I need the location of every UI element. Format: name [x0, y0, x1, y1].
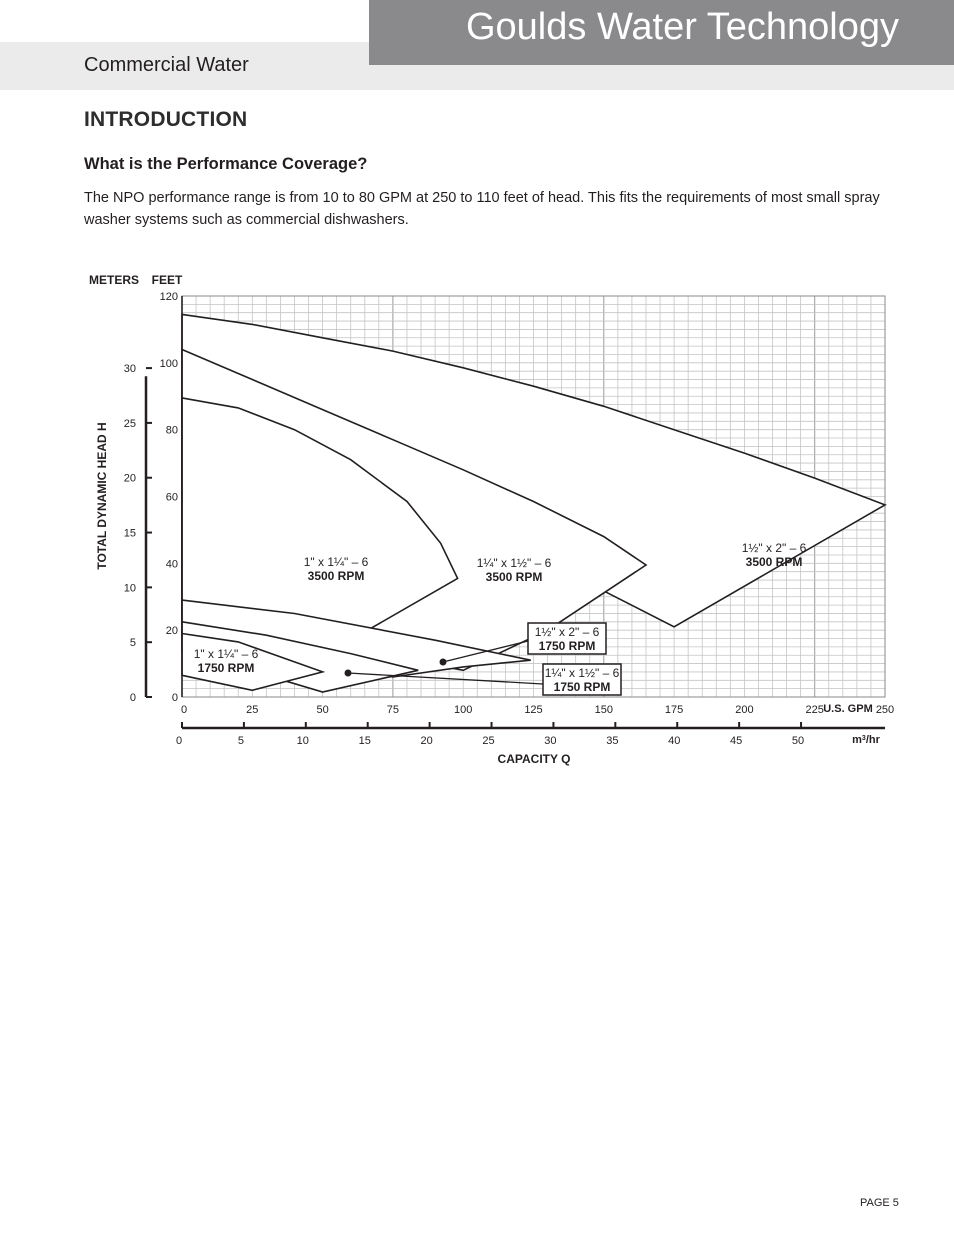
- m3hr-tick-label: 40: [668, 735, 680, 747]
- gpm-tick-label: 75: [387, 704, 399, 716]
- page-number: PAGE 5: [860, 1197, 899, 1209]
- meters-tick-label: 25: [124, 418, 136, 430]
- feet-tick-label: 60: [166, 492, 178, 504]
- brand-banner: Goulds Water Technology: [369, 0, 954, 65]
- feet-tick-label: 120: [160, 291, 178, 303]
- callout-dot: [439, 658, 447, 666]
- gpm-tick-label: 0: [181, 704, 187, 716]
- section-label: Commercial Water: [84, 54, 249, 76]
- brand-title: Goulds Water Technology: [465, 6, 899, 48]
- gpm-tick-label: 50: [316, 704, 328, 716]
- feet-tick-label: 100: [160, 358, 178, 370]
- m3hr-tick-label: 20: [420, 735, 432, 747]
- gpm-tick-label: 200: [735, 704, 753, 716]
- gpm-unit-label: U.S. GPM: [823, 703, 873, 715]
- meters-tick-label: 5: [130, 637, 136, 649]
- m3hr-tick-label: 35: [606, 735, 618, 747]
- gpm-tick-label: 125: [524, 704, 542, 716]
- callout-leader: [347, 672, 544, 685]
- series-label-box: [542, 663, 622, 696]
- feet-tick-label: 80: [166, 425, 178, 437]
- m3hr-tick-label: 25: [482, 735, 494, 747]
- series-label-size: 1¼" x 1½" – 6: [477, 556, 552, 570]
- series-label-size: 1½" x 2" – 6: [535, 625, 600, 639]
- meters-tick-label: 0: [130, 692, 136, 704]
- series-label-rpm: 1750 RPM: [554, 680, 611, 694]
- m3hr-tick-label: 15: [359, 735, 371, 747]
- gpm-tick-label: 150: [595, 704, 613, 716]
- series-label-size: 1" x 1¼" – 6: [304, 555, 369, 569]
- series-label-rpm: 1750 RPM: [539, 639, 596, 653]
- m3hr-tick-label: 50: [792, 735, 804, 747]
- series-label-rpm: 3500 RPM: [308, 569, 365, 583]
- gpm-tick-label: 100: [454, 704, 472, 716]
- series-label-rpm: 3500 RPM: [486, 570, 543, 584]
- m3hr-tick-label: 45: [730, 735, 742, 747]
- m3hr-tick-label: 0: [176, 735, 182, 747]
- series-label-size: 1½" x 2" – 6: [742, 541, 807, 555]
- page-heading: INTRODUCTION: [84, 108, 248, 131]
- series-label-box: [527, 622, 607, 655]
- performance-chart: 0 20 40 60 80 100 120 0 5 10 15 20 25 30 METERS FEET TOT…: [0, 255, 954, 785]
- m3hr-tick-label: 5: [238, 735, 244, 747]
- meters-tick-label: 15: [124, 528, 136, 540]
- intro-paragraph: The NPO performance range is from 10 to …: [84, 190, 880, 228]
- feet-tick-label: 0: [172, 692, 178, 704]
- gpm-tick-label: 25: [246, 704, 258, 716]
- callout-leader: [442, 640, 529, 663]
- gpm-tick-label: 225: [806, 704, 824, 716]
- meters-tick-label: 20: [124, 473, 136, 485]
- gpm-tick-label: 175: [665, 704, 683, 716]
- m3hr-tick-label: 10: [297, 735, 309, 747]
- m3hr-unit-label: m3/hr: [852, 734, 880, 746]
- callout-dot: [344, 669, 352, 677]
- y-axis-title: TOTAL DYNAMIC HEAD H: [95, 422, 109, 569]
- x-axis-title: CAPACITY Q: [498, 752, 571, 766]
- meters-unit-label: METERS: [89, 273, 139, 287]
- series-label-rpm: 3500 RPM: [746, 555, 803, 569]
- series-label-size: 1¼" x 1½" – 6: [545, 666, 620, 680]
- feet-unit-label: FEET: [152, 273, 183, 287]
- feet-tick-label: 20: [166, 625, 178, 637]
- series-label-size: 1" x 1¼" – 6: [194, 647, 259, 661]
- series-label-rpm: 1750 RPM: [198, 661, 255, 675]
- subheading: What is the Performance Coverage?: [84, 155, 368, 173]
- feet-tick-label: 40: [166, 558, 178, 570]
- m3hr-tick-label: 30: [544, 735, 556, 747]
- meters-tick-label: 10: [124, 582, 136, 594]
- gpm-tick-label: 250: [876, 704, 894, 716]
- meters-tick-label: 30: [124, 363, 136, 375]
